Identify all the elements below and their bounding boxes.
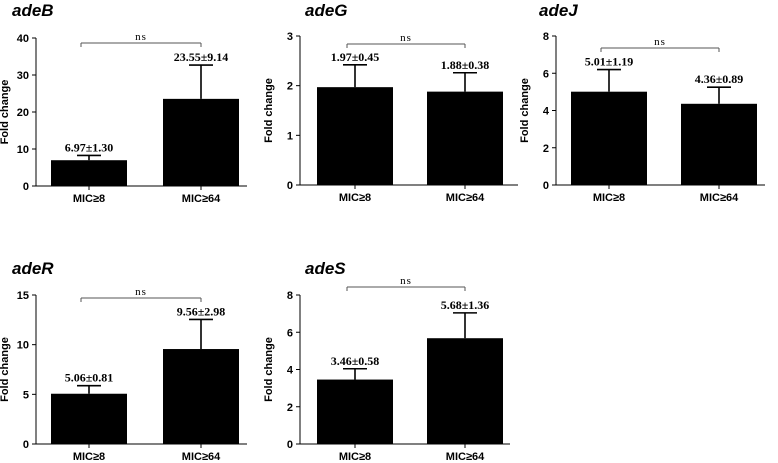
- data-label: 1.88±0.38: [441, 58, 490, 72]
- x-tick-label: MIC≥8: [73, 193, 105, 205]
- y-axis-label: Fold change: [0, 337, 11, 402]
- panel-adeJ: adeJ Fold change 0 2 4 6 8 5.01±1.19 MIC≥8 4.36±0…: [519, 1, 765, 204]
- bar-1: [571, 91, 647, 185]
- x-tick-label: MIC≥64: [446, 192, 485, 204]
- y-axis-label: Fold change: [263, 78, 275, 143]
- x-tick-label: MIC≥8: [339, 192, 371, 204]
- data-label: 1.97±0.45: [331, 50, 380, 64]
- bar-1: [317, 379, 393, 444]
- significance-label: ns: [135, 31, 147, 43]
- data-label: 6.97±1.30: [65, 140, 114, 154]
- bar-1: [317, 87, 393, 185]
- y-tick-label: 20: [17, 107, 29, 119]
- y-axis-label: Fold change: [263, 337, 275, 402]
- y-tick-label: 0: [287, 180, 293, 192]
- y-tick-label: 10: [17, 144, 29, 156]
- x-tick-label: MIC≥64: [182, 451, 221, 463]
- y-tick-label: 3: [287, 31, 293, 43]
- y-tick-label: 0: [23, 181, 29, 193]
- bar-1: [51, 393, 127, 444]
- panel-adeB: adeB Fold change 0 10 20 30 40 6.97±1.30 MIC≥8 23…: [0, 1, 247, 205]
- panel-title: adeS: [305, 259, 346, 278]
- x-tick-label: MIC≥64: [182, 193, 221, 205]
- y-tick-label: 6: [287, 327, 293, 339]
- x-tick-label: MIC≥8: [593, 192, 625, 204]
- significance-label: ns: [400, 32, 412, 44]
- panel-title: adeR: [12, 259, 54, 278]
- panel-adeS: adeS Fold change 0 2 4 6 8 3.46±0.58 MIC≥8 5.68±1…: [263, 259, 510, 463]
- data-label: 5.01±1.19: [585, 55, 634, 69]
- panel-adeG: adeG Fold change 0 1 2 3 1.97±0.45 MIC≥8 1.88±0.…: [263, 1, 518, 204]
- y-axis-label: Fold change: [0, 80, 11, 145]
- significance-label: ns: [135, 286, 147, 298]
- y-tick-label: 2: [287, 402, 293, 414]
- x-tick-label: MIC≥64: [700, 192, 739, 204]
- data-label: 5.68±1.36: [441, 298, 490, 312]
- data-label: 4.36±0.89: [695, 72, 744, 86]
- panel-adeR: adeR Fold change 0 5 10 15 5.06±0.81 MIC≥8 9.56±…: [0, 259, 247, 463]
- y-tick-label: 0: [287, 439, 293, 451]
- bar-2: [681, 103, 757, 185]
- x-tick-label: MIC≥8: [73, 451, 105, 463]
- y-axis-label: Fold change: [519, 78, 531, 143]
- y-tick-label: 6: [543, 68, 549, 80]
- data-label: 23.55±9.14: [174, 50, 229, 64]
- bar-2: [427, 338, 503, 444]
- bar-2: [163, 98, 239, 186]
- bar-1: [51, 160, 127, 186]
- y-tick-label: 5: [23, 389, 29, 401]
- x-tick-label: MIC≥64: [446, 451, 485, 463]
- y-tick-label: 8: [287, 290, 293, 302]
- y-tick-label: 1: [287, 130, 293, 142]
- y-tick-label: 0: [23, 439, 29, 451]
- bar-2: [427, 91, 503, 185]
- bar-2: [163, 349, 239, 444]
- y-tick-label: 2: [543, 143, 549, 155]
- y-tick-label: 15: [17, 290, 29, 302]
- y-tick-label: 8: [543, 31, 549, 43]
- y-tick-label: 4: [543, 106, 550, 118]
- x-tick-label: MIC≥8: [339, 451, 371, 463]
- y-tick-label: 4: [287, 365, 294, 377]
- significance-label: ns: [400, 275, 412, 287]
- significance-label: ns: [654, 36, 666, 48]
- data-label: 5.06±0.81: [65, 371, 114, 385]
- y-tick-label: 0: [543, 180, 549, 192]
- y-tick-label: 40: [17, 33, 29, 45]
- y-tick-label: 10: [17, 340, 29, 352]
- data-label: 3.46±0.58: [331, 354, 380, 368]
- y-tick-label: 2: [287, 81, 293, 93]
- panel-title: adeJ: [539, 1, 578, 20]
- data-label: 9.56±2.98: [177, 304, 226, 318]
- panel-title: adeG: [305, 1, 348, 20]
- panel-title: adeB: [12, 1, 54, 20]
- y-tick-label: 30: [17, 70, 29, 82]
